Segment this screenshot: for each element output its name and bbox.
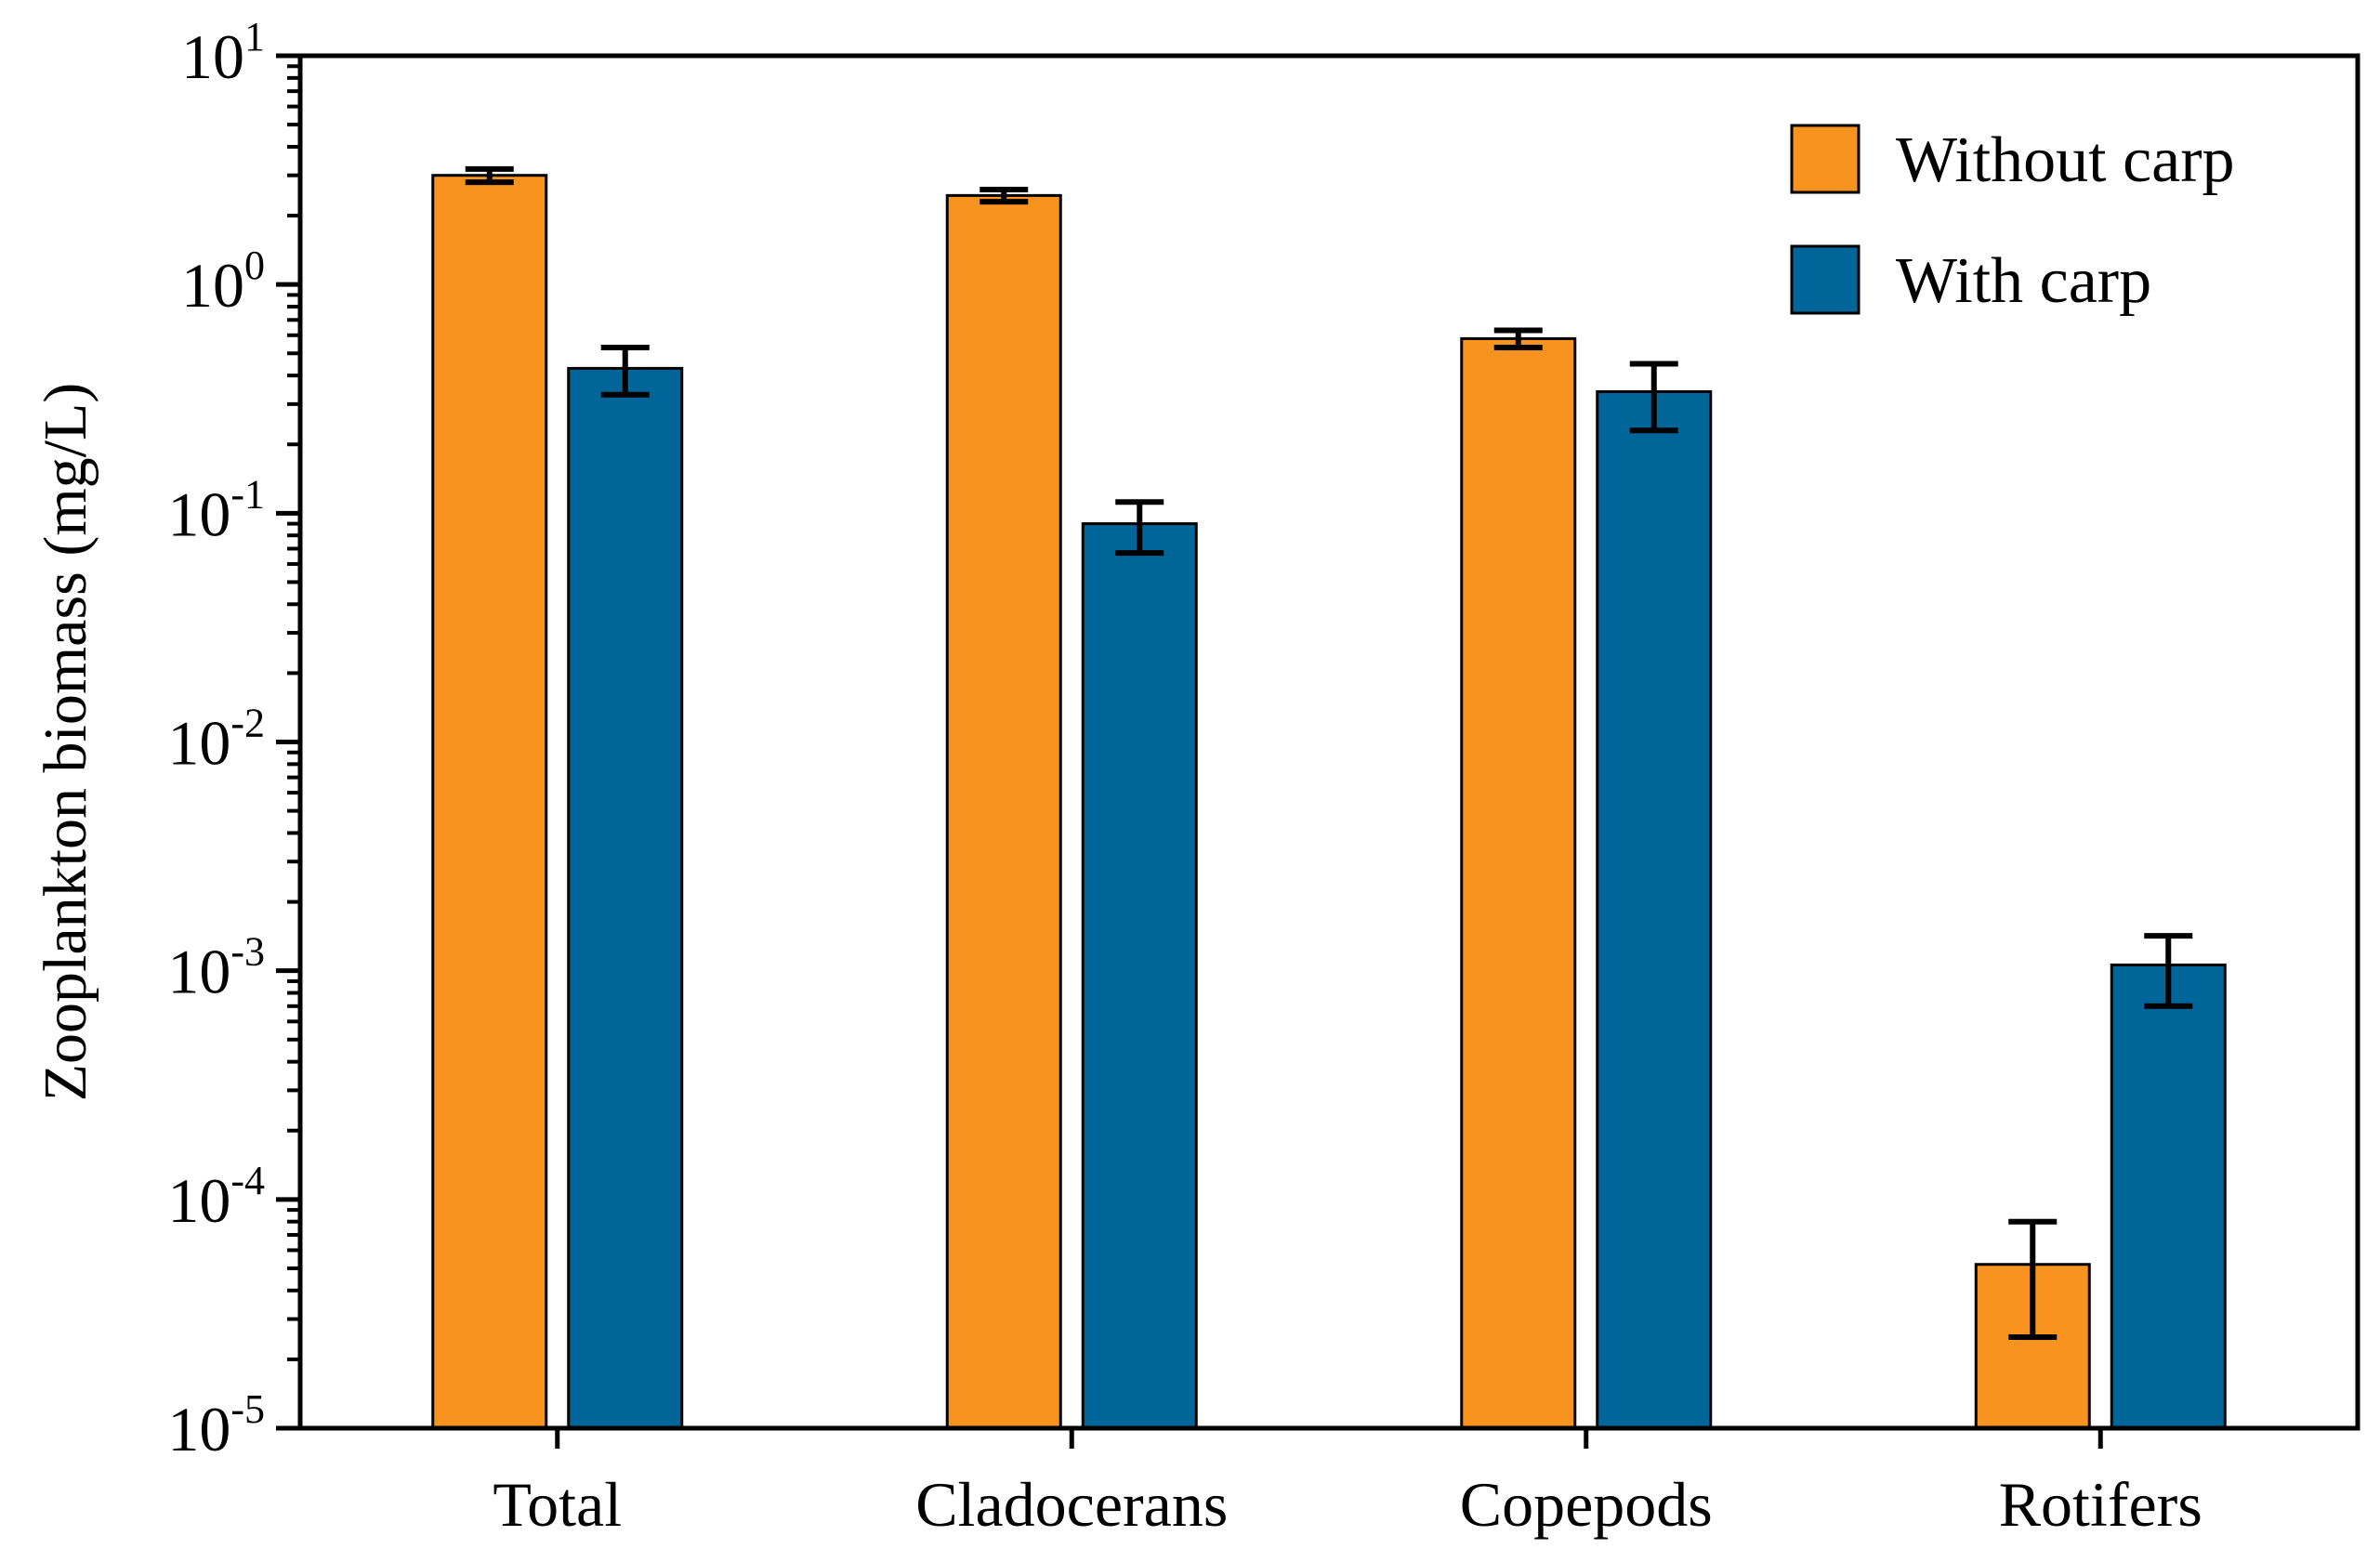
- error-bar-copepods-with-carp: [1629, 361, 1678, 434]
- error-bar-total-with-carp: [600, 345, 650, 398]
- bar-copepods-with-carp: [1596, 390, 1713, 1430]
- error-bar-copepods-without-carp: [1493, 327, 1543, 351]
- axes: Total Cladocerans Copepods Rotifers 10-5 10-4…: [32, 14, 2360, 1540]
- bar-total-with-carp: [567, 366, 684, 1430]
- bar-total-without-carp: [431, 174, 548, 1430]
- legend-label-with-carp: With carp: [1896, 245, 2151, 317]
- y-axis-label: Zooplankton biomass (mg/L): [32, 383, 99, 1102]
- error-bar-rotifers-without-carp: [2008, 1218, 2058, 1341]
- x-tick-label: Copepods: [1460, 1469, 1713, 1540]
- legend: Without carp With carp: [1790, 124, 2235, 317]
- y-tick-label: 10-3: [167, 929, 265, 1007]
- x-tick-label: Cladocerans: [915, 1469, 1228, 1540]
- legend-swatch-with-carp: [1790, 244, 1861, 315]
- x-tick-label: Rotifers: [1999, 1469, 2202, 1540]
- error-bar-total-without-carp: [465, 165, 514, 186]
- error-bar-rotifers-with-carp: [2144, 933, 2193, 1009]
- plot-area: [431, 165, 2227, 1430]
- bar-rotifers-with-carp: [2110, 963, 2227, 1430]
- x-tick-label: Total: [493, 1469, 622, 1540]
- y-tick-label: 101: [181, 14, 265, 92]
- y-tick-label: 10-4: [167, 1158, 265, 1236]
- y-tick-label: 10-5: [167, 1386, 265, 1464]
- error-bar-cladocerans-with-carp: [1115, 499, 1164, 557]
- y-tick-label: 10-1: [167, 471, 265, 549]
- bar-cladocerans-with-carp: [1081, 522, 1198, 1430]
- y-tick-label: 10-2: [167, 701, 265, 779]
- legend-label-without-carp: Without carp: [1896, 125, 2235, 196]
- bar-copepods-without-carp: [1460, 336, 1577, 1430]
- bar-cladocerans-without-carp: [945, 193, 1062, 1430]
- y-tick-label: 100: [181, 243, 265, 321]
- legend-swatch-without-carp: [1790, 124, 1861, 194]
- error-bar-cladocerans-without-carp: [980, 187, 1029, 205]
